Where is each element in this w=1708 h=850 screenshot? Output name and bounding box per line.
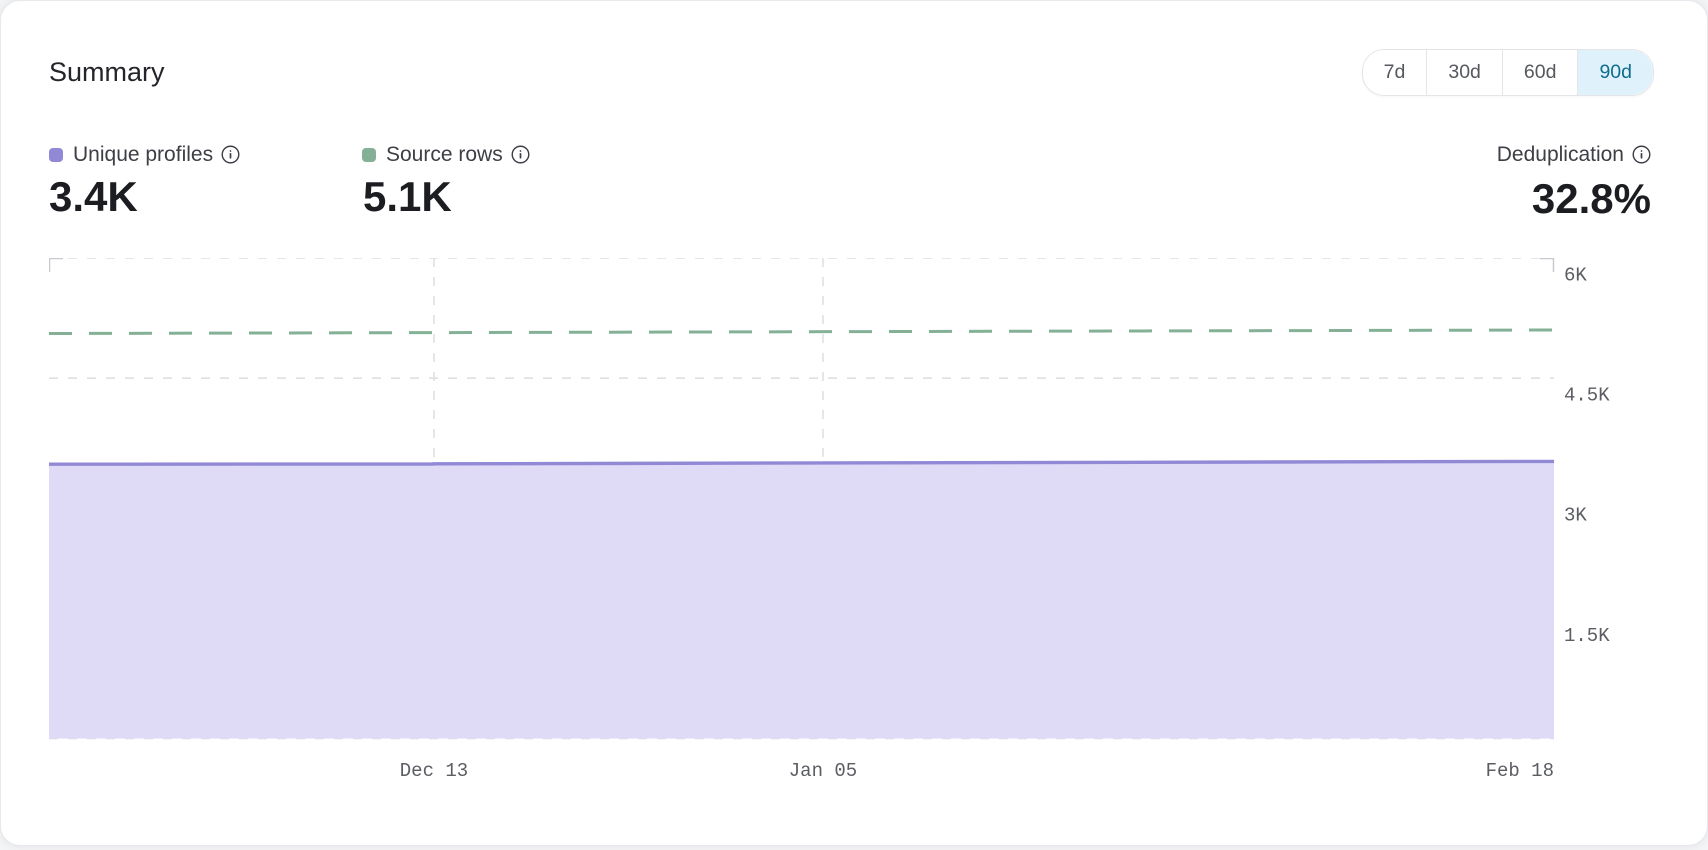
svg-text:6K: 6K: [1564, 265, 1587, 287]
svg-text:3K: 3K: [1564, 505, 1587, 527]
svg-text:1.5K: 1.5K: [1564, 625, 1610, 647]
svg-text:Feb 18: Feb 18: [1486, 760, 1554, 782]
svg-text:Dec 13: Dec 13: [400, 760, 468, 782]
svg-text:Jan 05: Jan 05: [789, 760, 857, 782]
svg-text:4.5K: 4.5K: [1564, 385, 1610, 407]
